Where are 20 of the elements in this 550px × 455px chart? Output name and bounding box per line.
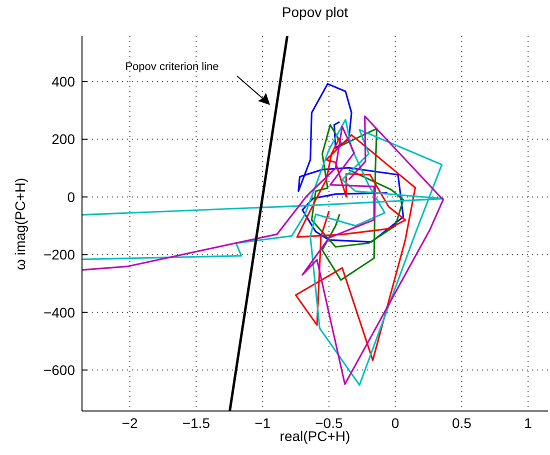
x-tick-label: 0.5: [452, 414, 472, 431]
line-series: [294, 134, 416, 362]
annotation: Popov criterion line: [125, 61, 219, 73]
y-tick-label: −600: [43, 362, 76, 378]
x-tick-label: 1: [524, 414, 532, 431]
line-series: [310, 124, 404, 281]
line-series: [298, 83, 404, 243]
x-tick-label: −2: [122, 414, 138, 431]
y-tick-label: −400: [43, 304, 76, 320]
x-tick-label: −1.5: [182, 414, 210, 431]
x-tick-label: −0.5: [315, 414, 343, 431]
x-axis-title: real(PC+H): [280, 428, 350, 444]
x-tick-label: 0: [391, 414, 400, 431]
chart-title: Popov plot: [280, 4, 350, 20]
y-tick-label: −200: [43, 246, 76, 263]
x-tick-label: −1: [254, 414, 271, 431]
y-tick-label: 400: [52, 74, 76, 90]
y-tick-label: 0: [67, 188, 76, 205]
y-axis-title: ω imag(PC+H): [12, 178, 28, 270]
y-tick-label: 200: [52, 131, 76, 148]
